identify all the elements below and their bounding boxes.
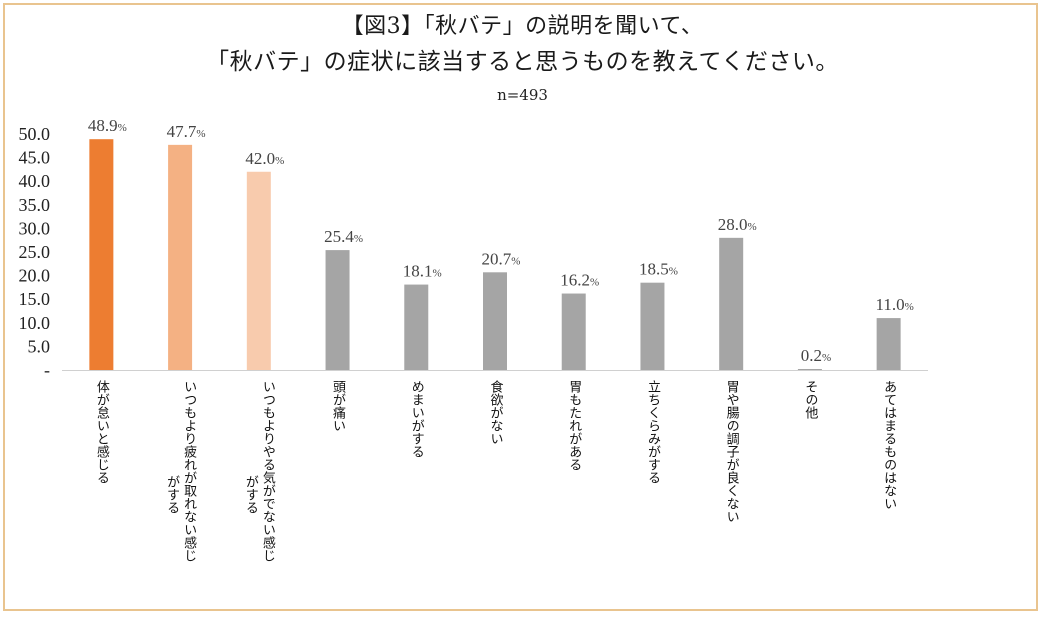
- y-tick-label: 25.0: [19, 242, 51, 262]
- bar: [483, 272, 507, 370]
- y-tick-label: 40.0: [19, 171, 51, 191]
- y-tick-label: -: [44, 360, 50, 380]
- bar: [325, 250, 350, 370]
- category-label: あてはまるものはない: [881, 380, 896, 510]
- y-tick-label: 5.0: [28, 336, 51, 356]
- category-label: 頭が痛い: [330, 380, 346, 432]
- category-label: 立ちくらみがする: [645, 380, 661, 484]
- category-label: 胃もたれがある: [566, 380, 582, 471]
- chart-title-line-2: 「秋バテ」の症状に該当すると思うものを教えてください。: [206, 49, 839, 75]
- category-label: 体が怠いと感じる: [94, 380, 110, 484]
- data-label: 48.9%: [88, 116, 127, 135]
- bar: [168, 144, 193, 370]
- category-label: 胃や腸の調子が良くない: [724, 380, 740, 523]
- data-label: 18.5%: [639, 260, 678, 279]
- y-tick-label: 45.0: [19, 148, 51, 168]
- category-label: いつもよりやる気がでない感じ: [260, 380, 276, 562]
- bar: [404, 284, 429, 370]
- bar: [876, 318, 901, 370]
- bar: [561, 293, 586, 370]
- chart-title-line-1: 【図3】「秋バテ」の説明を聞いて、: [341, 14, 704, 39]
- data-label: 25.4%: [324, 227, 363, 246]
- category-label: その他: [802, 380, 818, 420]
- chart-subtitle: n=493: [497, 86, 548, 104]
- y-tick-label: 50.0: [19, 124, 51, 144]
- data-label: 0.2%: [801, 346, 831, 365]
- data-label: 11.0%: [875, 295, 913, 314]
- bar: [797, 369, 822, 370]
- bar: [246, 171, 271, 370]
- y-tick-label: 20.0: [19, 266, 51, 286]
- bar: [89, 139, 114, 370]
- category-label: めまいがする: [409, 380, 425, 458]
- category-label: がする: [164, 475, 180, 514]
- category-label: がする: [243, 475, 259, 514]
- y-tick-label: 35.0: [19, 195, 51, 215]
- y-tick-label: 30.0: [19, 218, 51, 238]
- category-label: いつもより疲れが取れない感じ: [181, 380, 197, 562]
- data-label: 16.2%: [560, 271, 599, 290]
- y-tick-label: 15.0: [19, 289, 51, 309]
- bar: [640, 282, 665, 370]
- data-label: 47.7%: [167, 122, 206, 141]
- data-label: 28.0%: [718, 215, 757, 234]
- y-tick-label: 10.0: [19, 313, 51, 333]
- data-label: 20.7%: [482, 249, 521, 268]
- data-label: 42.0%: [245, 149, 284, 168]
- bar: [719, 237, 744, 370]
- category-label: 食欲がない: [488, 379, 504, 445]
- data-label: 18.1%: [403, 262, 442, 281]
